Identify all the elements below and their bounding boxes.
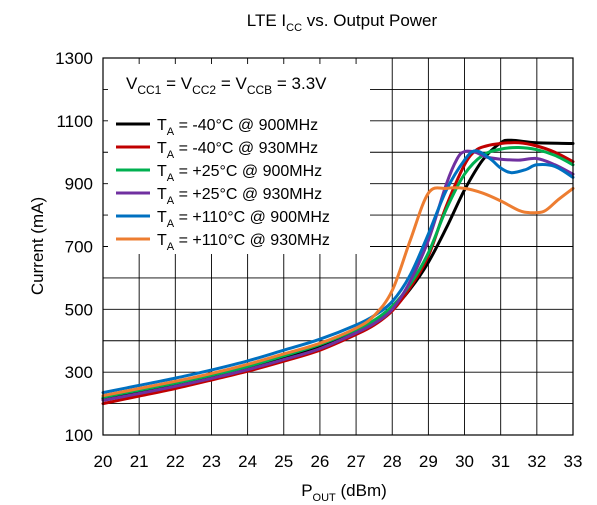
x-tick-label: 20 <box>94 452 113 471</box>
plot-lines <box>101 138 575 406</box>
legend-box <box>108 64 370 254</box>
x-tick-label: 25 <box>274 452 293 471</box>
x-tick-label: 27 <box>347 452 366 471</box>
x-tick-labels: 20 21 22 23 24 25 26 27 28 29 30 31 32 33 <box>94 452 583 471</box>
x-tick-label: 24 <box>238 452 257 471</box>
series-line-4 <box>101 149 575 402</box>
y-tick-label: 100 <box>65 426 93 445</box>
x-tick-label: 22 <box>166 452 185 471</box>
plot-border <box>102 57 574 436</box>
y-tick-label: 300 <box>65 363 93 382</box>
x-tick-label: 23 <box>202 452 221 471</box>
x-tick-label: 28 <box>383 452 402 471</box>
vcc-annotation: VCC1​ = VCC2​ = VCCB​ = 3.3V <box>126 74 327 97</box>
y-tick-label: 500 <box>65 300 93 319</box>
x-tick-label: 31 <box>491 452 510 471</box>
series-line-5 <box>101 149 575 395</box>
x-tick-label: 33 <box>564 452 583 471</box>
legend-label-5: TA = +110°C @ 900MHz <box>157 209 330 230</box>
y-tick-labels: 100 300 500 700 900 1100 1300 <box>55 49 93 445</box>
legend-label-6: TA = +110°C @ 930MHz <box>157 232 330 253</box>
legend-label-3: TA = +25°C @ 900MHz <box>157 163 322 184</box>
y-tick-label: 700 <box>65 238 93 257</box>
y-tick-label: 1100 <box>56 112 93 131</box>
y-tick-label: 900 <box>65 175 93 194</box>
x-tick-label: 29 <box>419 452 438 471</box>
x-axis-label: POUT (dBm) <box>301 481 387 504</box>
legend-label-1: TA = -40°C @ 900MHz <box>157 117 318 138</box>
x-tick-label: 21 <box>130 452 149 471</box>
x-tick-label: 32 <box>527 452 546 471</box>
y-tick-label: 1300 <box>55 49 93 68</box>
x-tick-label: 30 <box>455 452 474 471</box>
series-line-6 <box>101 186 575 398</box>
legend-label-4: TA = +25°C @ 930MHz <box>157 186 322 207</box>
legend: VCC1​ = VCC2​ = VCCB​ = 3.3V TA = -40°C … <box>108 64 370 254</box>
legend-label-2: TA = -40°C @ 930MHz <box>157 140 318 161</box>
y-axis-label: Current (mA) <box>28 197 47 295</box>
x-tick-label: 26 <box>310 452 329 471</box>
chart-title: LTE ICC vs. Output Power <box>247 11 438 34</box>
